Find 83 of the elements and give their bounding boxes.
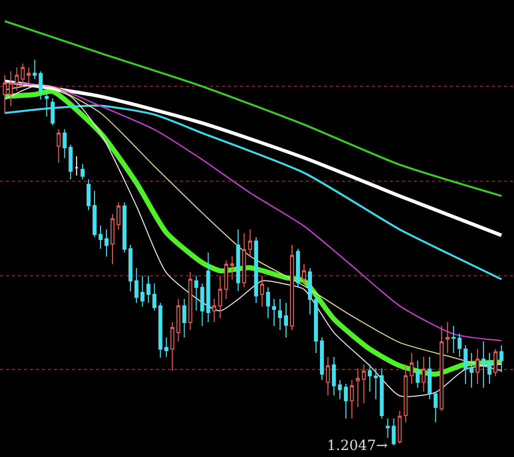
- candlestick: [74, 156, 79, 176]
- candlestick: [410, 352, 414, 384]
- candlestick: [464, 344, 468, 384]
- candlestick: [194, 275, 198, 312]
- candlestick: [20, 63, 25, 88]
- candlestick: [182, 298, 186, 338]
- candlestick: [272, 298, 276, 326]
- candlestick: [398, 410, 402, 444]
- candlestick: [458, 333, 462, 358]
- candlestick: [164, 337, 168, 358]
- candlestick: [284, 302, 288, 338]
- candlestick: [176, 298, 180, 342]
- candlestick: [499, 344, 504, 373]
- candlestick: [170, 322, 174, 372]
- candlestick: [338, 379, 342, 400]
- candlestick: [326, 356, 330, 396]
- candlestick: [422, 356, 426, 392]
- candlestick: [62, 128, 67, 159]
- candlestick: [236, 229, 240, 292]
- annotation: 1.2047→: [327, 438, 388, 454]
- candlestick: [86, 178, 91, 211]
- candlestick: [266, 286, 270, 319]
- candlestick: [206, 252, 210, 323]
- candlestick: [476, 348, 480, 384]
- candlestick: [380, 368, 384, 420]
- candlestick: [386, 418, 390, 438]
- candlestick: [302, 264, 306, 284]
- candlestick: [493, 348, 498, 377]
- candlestick: [26, 67, 31, 84]
- candlestick: [320, 337, 324, 380]
- candlestick: [470, 352, 474, 388]
- candlestick: [128, 244, 132, 292]
- candlestick: [98, 225, 102, 250]
- candlestick: [296, 248, 300, 288]
- candlestick: [104, 229, 108, 258]
- candlestick: [158, 302, 162, 358]
- candlestick: [200, 283, 204, 326]
- candlestick: [80, 163, 85, 180]
- candlestick: [230, 256, 234, 280]
- candlestick: [416, 360, 420, 388]
- candlestick: [452, 325, 456, 354]
- candlestick: [92, 190, 97, 238]
- candlestick: [38, 70, 43, 100]
- candlestick: [488, 352, 492, 384]
- candlestick: [374, 368, 378, 400]
- candlestick: [212, 298, 216, 323]
- candlestick: [224, 260, 228, 300]
- candlestick: [8, 70, 13, 107]
- candlestick: [428, 356, 432, 400]
- candlestick: [392, 418, 396, 446]
- candlestick: [362, 364, 366, 404]
- candlestick: [314, 294, 318, 354]
- candlestick: [434, 391, 438, 423]
- candlestick: [32, 59, 37, 80]
- candlestick: [140, 275, 144, 308]
- candlestick: [2, 74, 7, 114]
- candlestick: [308, 268, 312, 315]
- candlestick: [350, 379, 354, 420]
- candlestick: [152, 283, 156, 312]
- candlestick: [344, 383, 348, 420]
- candlestick: [446, 322, 450, 354]
- candlestick: [68, 144, 73, 180]
- candlestick: [332, 356, 336, 396]
- candlestick: [242, 232, 246, 288]
- candlestick: [440, 325, 444, 412]
- candlestick: [368, 364, 372, 392]
- candlestick: [482, 340, 486, 388]
- candlestick: [260, 275, 264, 308]
- candlestick: [134, 268, 138, 304]
- candlestick: [290, 244, 294, 330]
- candlestick: [56, 128, 61, 164]
- candlestick: [188, 271, 192, 330]
- candlestick: [278, 298, 282, 330]
- candlestick: [116, 202, 120, 230]
- candlestick: [218, 275, 222, 319]
- candlestick: [146, 275, 150, 304]
- candlestick: [248, 229, 252, 258]
- candlestick: [254, 236, 258, 304]
- candlestick: [356, 368, 360, 408]
- candlestick: [14, 67, 19, 92]
- candlestick: [110, 214, 114, 265]
- candlestick: [122, 202, 126, 254]
- candlestick: [404, 364, 408, 423]
